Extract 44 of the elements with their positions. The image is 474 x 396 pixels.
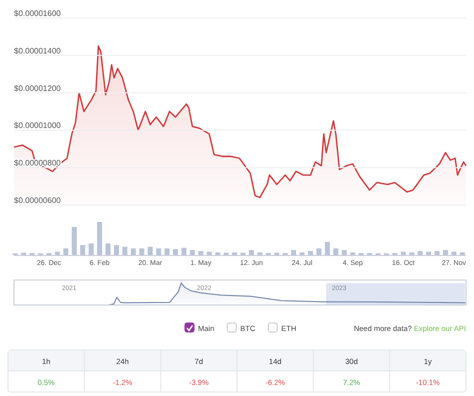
bar (248, 250, 254, 255)
y-tick-label: $0.00001400 (14, 46, 62, 56)
y-tick-label: $0.00001200 (14, 84, 62, 93)
bar (308, 251, 314, 255)
bar (97, 222, 102, 255)
bar (72, 226, 77, 255)
bar (316, 248, 322, 255)
bar (443, 250, 448, 255)
bar (451, 252, 456, 255)
bar (130, 248, 136, 255)
bar (215, 252, 220, 255)
bar (400, 252, 406, 255)
bar (300, 252, 305, 255)
bar (114, 245, 119, 255)
bar (257, 252, 262, 255)
bar (198, 251, 204, 255)
bar (350, 252, 356, 255)
bar (148, 246, 153, 255)
bar (63, 248, 68, 255)
bar (342, 250, 347, 255)
bar (156, 248, 162, 255)
bar (324, 242, 330, 255)
bar (206, 252, 212, 255)
bar (409, 252, 414, 255)
bar (139, 248, 144, 255)
bar (181, 248, 186, 255)
bar (333, 248, 338, 255)
bar (426, 252, 432, 255)
bar (54, 252, 60, 255)
bar (122, 246, 128, 255)
bar (434, 251, 440, 255)
bar (232, 252, 238, 255)
bar (460, 252, 465, 255)
bar (173, 249, 178, 255)
bar (88, 243, 94, 255)
bar (190, 250, 195, 255)
bar (164, 248, 170, 255)
bar (106, 243, 111, 255)
y-tick-label: $0.00001600 (14, 9, 62, 18)
bar (80, 245, 86, 255)
bar (418, 251, 423, 255)
y-tick-label: $0.00001000 (14, 121, 62, 130)
bar (291, 250, 296, 255)
y-tick-label: $0.00000600 (14, 196, 62, 205)
